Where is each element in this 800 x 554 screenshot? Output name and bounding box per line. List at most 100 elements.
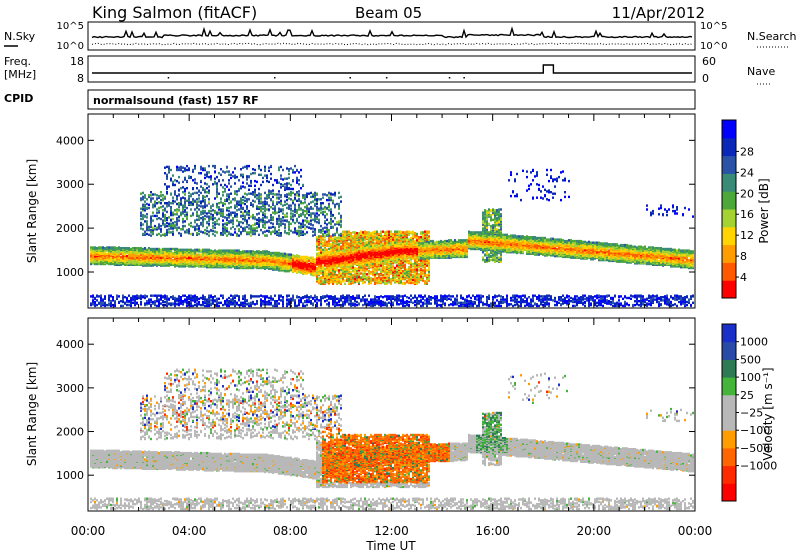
power-cell: [152, 301, 154, 303]
power-cell: [330, 223, 332, 225]
power-cell: [260, 304, 262, 306]
power-cell: [292, 295, 294, 297]
power-cell: [214, 295, 216, 297]
power-cell: [306, 231, 308, 233]
power-cell: [188, 257, 190, 259]
power-cell: [344, 234, 346, 236]
power-cell: [148, 207, 150, 209]
power-cell: [216, 219, 218, 221]
power-cell: [288, 232, 290, 234]
power-cell: [202, 249, 204, 251]
power-cell: [274, 295, 276, 297]
power-cell: [246, 231, 248, 233]
power-cell: [174, 248, 176, 250]
power-cell: [318, 299, 320, 301]
power-cell: [196, 249, 198, 251]
power-cell: [304, 295, 306, 297]
power-cell: [318, 247, 320, 249]
power-cell: [314, 234, 316, 236]
power-cell: [198, 215, 200, 217]
power-cell: [172, 224, 174, 226]
power-cell: [210, 302, 212, 304]
power-cell: [266, 234, 268, 236]
power-cell: [264, 234, 266, 236]
power-cell: [228, 182, 230, 184]
power-cell: [316, 296, 318, 298]
power-cell: [246, 205, 248, 207]
power-cell: [200, 249, 202, 251]
power-cell: [334, 204, 336, 206]
power-cell: [280, 183, 282, 185]
power-cell: [196, 198, 198, 200]
power-cell: [332, 214, 334, 216]
power-cell: [248, 189, 250, 191]
power-cell: [196, 302, 198, 304]
power-cell: [178, 193, 180, 195]
power-cell: [296, 194, 298, 196]
power-cell: [322, 242, 324, 244]
power-cell: [320, 198, 322, 200]
power-cell: [130, 248, 132, 250]
power-cell: [284, 189, 286, 191]
power-cell: [230, 295, 232, 297]
power-cell: [316, 198, 318, 200]
power-cell: [302, 202, 304, 204]
power-cell: [280, 264, 282, 266]
power-cell: [224, 216, 226, 218]
power-cell: [270, 193, 272, 195]
power-cell: [302, 231, 304, 233]
power-cell: [286, 295, 288, 297]
power-cell: [236, 190, 238, 192]
power-cell: [332, 226, 334, 228]
power-cell: [202, 221, 204, 223]
power-cell: [258, 195, 260, 197]
power-cell: [320, 231, 322, 233]
power-cell: [276, 193, 278, 195]
power-cell: [210, 295, 212, 297]
power-cell: [198, 172, 200, 174]
power-cell: [204, 182, 206, 184]
power-cell: [286, 302, 288, 304]
power-cell: [198, 303, 200, 305]
power-cell: [262, 181, 264, 183]
power-cell: [220, 249, 222, 251]
power-cell: [110, 295, 112, 297]
power-cell: [230, 206, 232, 208]
power-cell: [184, 193, 186, 195]
power-cell: [180, 203, 182, 205]
power-cell: [160, 191, 162, 193]
power-cell: [102, 298, 104, 300]
power-cell: [144, 295, 146, 297]
power-cell: [92, 246, 94, 248]
power-cell: [290, 230, 292, 232]
power-cell: [214, 197, 216, 199]
power-cell: [264, 200, 266, 202]
power-cell: [284, 230, 286, 232]
power-cell: [262, 212, 264, 214]
power-cell: [136, 302, 138, 304]
power-cell: [150, 248, 152, 250]
power-cell: [142, 192, 144, 194]
power-cell: [268, 181, 270, 183]
power-cell: [238, 204, 240, 206]
power-cell: [288, 182, 290, 184]
power-cell: [208, 176, 210, 178]
power-cell: [216, 190, 218, 192]
power-cell: [342, 280, 344, 282]
power-cell: [320, 225, 322, 227]
power-cell: [232, 223, 234, 225]
power-cell: [240, 226, 242, 228]
power-cell: [328, 248, 330, 250]
power-cell: [250, 234, 252, 236]
power-cell: [340, 272, 342, 274]
power-cell: [224, 249, 226, 251]
power-cell: [316, 193, 318, 195]
power-cell: [184, 262, 186, 264]
power-cell: [226, 209, 228, 211]
power-cell: [246, 193, 248, 195]
power-cell: [270, 295, 272, 297]
power-cell: [108, 295, 110, 297]
power-cell: [198, 249, 200, 251]
power-cell: [328, 242, 330, 244]
